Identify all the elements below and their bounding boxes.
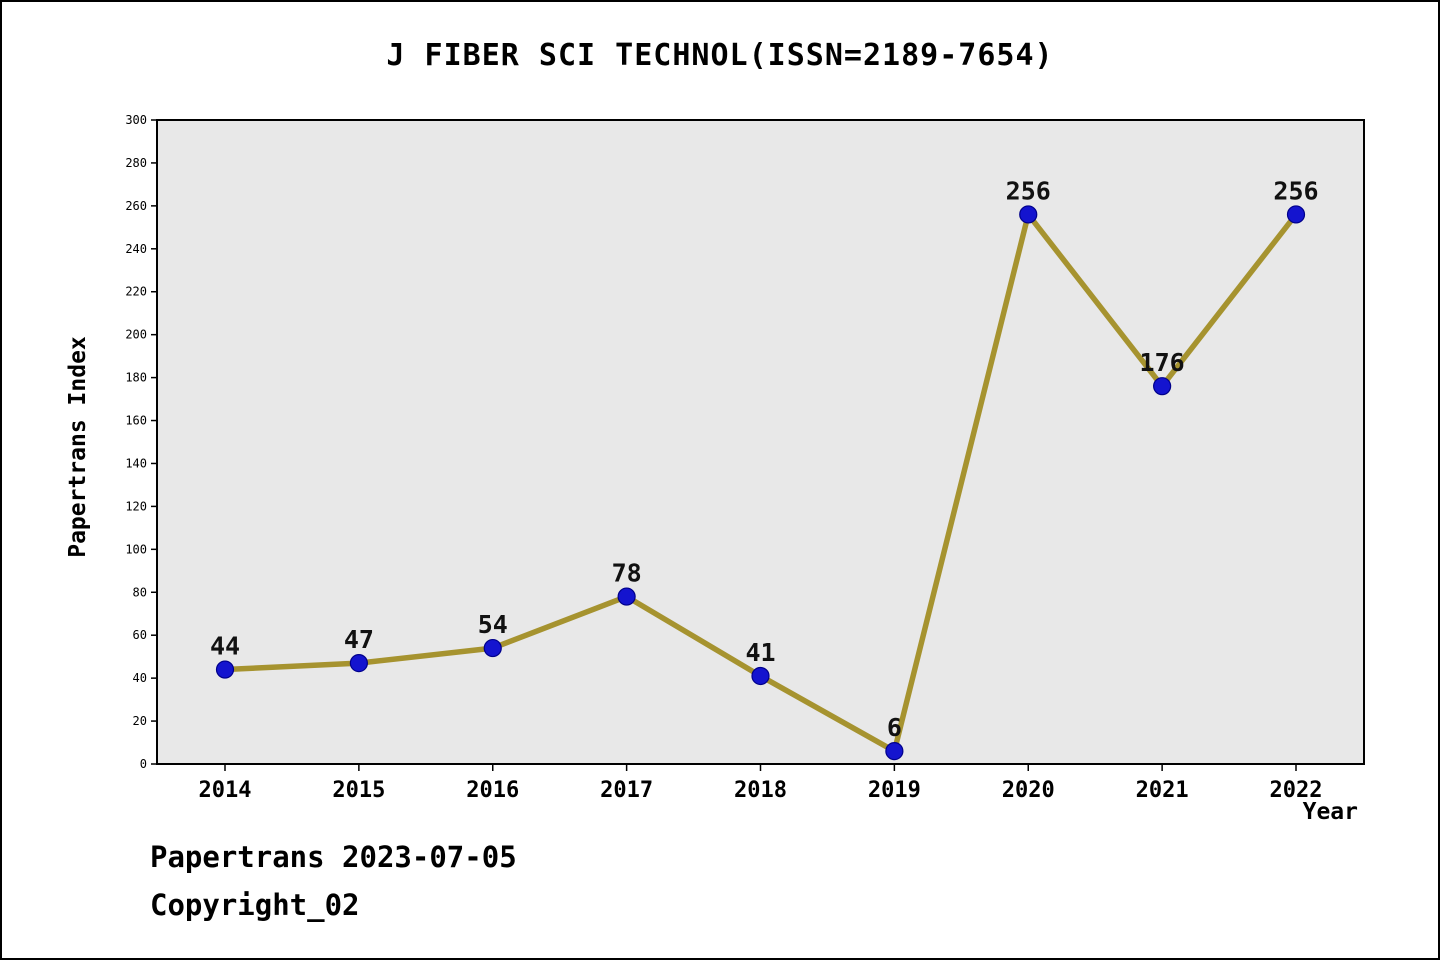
x-tick-label: 2014	[199, 778, 252, 803]
chart-title: J FIBER SCI TECHNOL(ISSN=2189-7654)	[386, 38, 1054, 73]
x-tick-label: 2021	[1136, 778, 1189, 803]
x-tick-label: 2016	[466, 778, 519, 803]
data-point-label: 6	[887, 713, 902, 742]
y-tick-label: 60	[133, 628, 147, 642]
footer-date: Papertrans 2023-07-05	[150, 840, 517, 874]
y-tick-label: 220	[125, 285, 147, 299]
data-point-label: 44	[210, 632, 240, 661]
x-tick-label: 2015	[332, 778, 385, 803]
data-point	[885, 742, 904, 761]
data-point-label: 256	[1273, 176, 1318, 205]
data-point	[215, 660, 235, 679]
x-tick-label: 2017	[600, 778, 653, 803]
y-tick-label: 300	[125, 113, 147, 127]
data-point-label: 41	[745, 638, 775, 667]
y-tick-label: 120	[125, 499, 147, 513]
data-point-label: 47	[344, 625, 374, 654]
x-tick-label: 2018	[734, 778, 787, 803]
data-point-label: 256	[1006, 176, 1051, 205]
y-tick-label: 100	[125, 542, 147, 556]
y-tick-label: 140	[125, 456, 147, 470]
data-point-label: 54	[478, 610, 508, 639]
data-point	[617, 587, 636, 606]
x-tick-label: 2019	[868, 778, 921, 803]
y-tick-label: 260	[125, 199, 147, 213]
y-tick-label: 40	[133, 671, 147, 685]
data-point-label: 78	[612, 559, 642, 588]
data-point	[751, 666, 770, 686]
y-tick-label: 160	[125, 414, 147, 428]
x-tick-label: 2022	[1270, 778, 1323, 803]
data-point	[483, 638, 502, 658]
data-point-label: 176	[1140, 348, 1185, 377]
y-tick-label: 20	[133, 714, 147, 728]
x-axis-label: Year	[1302, 799, 1358, 825]
data-point	[1153, 377, 1172, 396]
footer-copyright: Copyright_02	[150, 888, 360, 922]
data-point	[1019, 205, 1038, 224]
y-tick-label: 240	[125, 242, 147, 256]
y-tick-label: 280	[125, 156, 147, 170]
y-tick-label: 0	[140, 757, 147, 771]
y-tick-label: 180	[125, 371, 147, 385]
y-tick-label: 200	[125, 328, 147, 342]
x-tick-label: 2020	[1002, 778, 1055, 803]
data-point	[349, 654, 368, 673]
y-tick-label: 80	[133, 585, 147, 599]
data-point	[1286, 205, 1306, 224]
